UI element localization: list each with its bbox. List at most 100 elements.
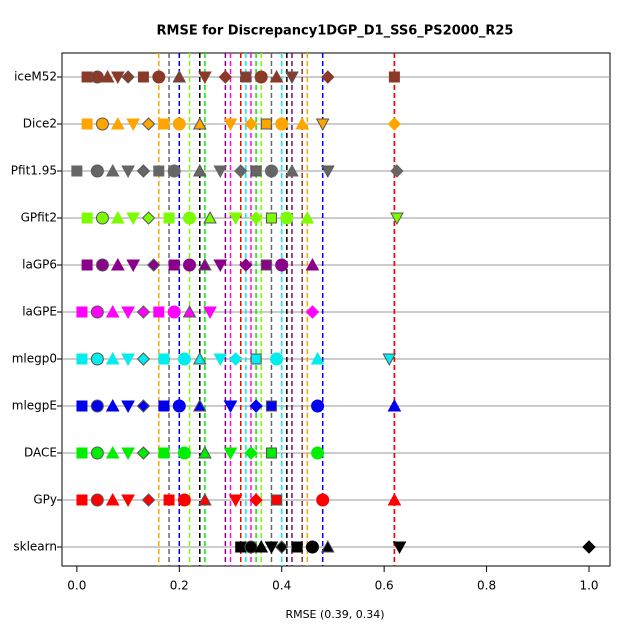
point — [198, 71, 212, 85]
point — [582, 540, 596, 554]
point — [168, 259, 180, 271]
point — [110, 116, 125, 130]
point — [163, 494, 175, 506]
point — [158, 353, 170, 365]
point — [105, 351, 120, 365]
point — [311, 399, 325, 413]
point — [90, 305, 104, 319]
point — [183, 258, 197, 272]
point — [90, 352, 104, 366]
point — [249, 399, 263, 413]
point — [105, 163, 120, 177]
point — [76, 306, 88, 318]
point — [321, 70, 335, 84]
y-tick-label: laGP6 — [22, 258, 57, 272]
point — [192, 398, 207, 412]
point — [275, 540, 289, 554]
point — [250, 165, 262, 177]
point — [146, 258, 161, 272]
point — [264, 164, 278, 178]
x-tick-label: 0.8 — [477, 579, 496, 593]
point — [240, 71, 252, 83]
x-tick-label: 0.0 — [67, 579, 86, 593]
point — [265, 212, 277, 224]
point — [158, 447, 170, 459]
point — [234, 164, 248, 178]
point — [136, 446, 151, 460]
point — [271, 494, 283, 506]
point — [264, 541, 279, 555]
point — [392, 541, 407, 555]
point — [254, 70, 268, 84]
point — [110, 210, 125, 224]
point — [90, 164, 104, 178]
point — [90, 446, 104, 460]
point — [228, 494, 243, 508]
point — [275, 258, 289, 272]
point — [320, 539, 335, 553]
point — [249, 211, 263, 225]
point — [95, 258, 109, 272]
point — [305, 257, 320, 271]
point — [71, 165, 83, 177]
point — [315, 118, 330, 132]
point — [390, 164, 404, 178]
point — [167, 305, 181, 319]
point — [218, 70, 233, 84]
point — [136, 399, 151, 413]
point — [141, 117, 156, 131]
point — [387, 398, 402, 412]
point — [177, 352, 191, 366]
point — [223, 400, 238, 414]
point — [235, 541, 247, 553]
point — [285, 71, 299, 85]
point — [239, 258, 253, 272]
point — [121, 447, 135, 461]
point — [244, 540, 258, 554]
point — [90, 399, 104, 413]
point — [203, 210, 217, 224]
point — [153, 165, 165, 177]
point — [105, 398, 120, 412]
point — [126, 212, 141, 226]
point — [387, 117, 402, 131]
point — [223, 447, 238, 461]
point — [228, 352, 243, 366]
point — [177, 446, 191, 460]
point — [172, 69, 187, 83]
point — [172, 117, 186, 131]
point — [244, 446, 258, 460]
point — [260, 259, 272, 271]
point — [76, 494, 88, 506]
point — [311, 446, 325, 460]
point — [192, 351, 207, 365]
point — [269, 69, 284, 83]
y-tick-label: laGPE — [22, 305, 57, 319]
y-tick-label: sklearn — [13, 540, 57, 554]
point — [81, 118, 93, 130]
point — [153, 306, 165, 318]
point — [172, 399, 186, 413]
y-tick-label: Pfit1.95 — [11, 164, 57, 178]
point — [223, 118, 238, 132]
point — [121, 353, 135, 367]
point — [95, 211, 109, 225]
point — [136, 305, 151, 319]
point — [280, 211, 294, 225]
point — [390, 212, 404, 226]
point — [121, 70, 135, 84]
x-tick-label: 0.2 — [170, 579, 189, 593]
x-axis-label: RMSE (0.39, 0.34) — [285, 608, 384, 621]
point — [213, 165, 228, 179]
point — [265, 400, 277, 412]
point — [320, 165, 335, 179]
point — [163, 212, 175, 224]
point — [250, 353, 262, 365]
point — [192, 116, 207, 130]
point — [121, 306, 135, 320]
y-tick-label: Dice2 — [23, 117, 57, 131]
point — [305, 305, 320, 319]
point — [182, 304, 197, 318]
point — [136, 164, 151, 178]
